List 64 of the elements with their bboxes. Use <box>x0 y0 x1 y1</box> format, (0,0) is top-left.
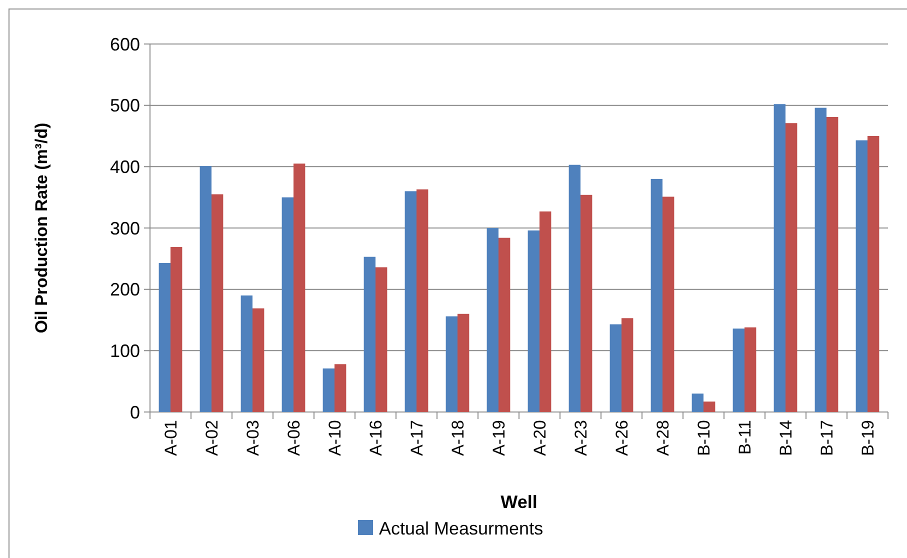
bar <box>662 196 674 412</box>
x-tick-label: A-17 <box>408 420 426 456</box>
bar <box>364 256 376 412</box>
bar <box>704 402 716 412</box>
x-tick-label: A-10 <box>326 420 344 456</box>
y-axis-title: Oil Production Rate (m³/d) <box>32 122 51 334</box>
bar <box>252 308 264 412</box>
bar <box>294 164 306 412</box>
bar <box>322 368 334 412</box>
bar <box>446 316 458 412</box>
bar <box>814 108 826 412</box>
y-tick-label: 600 <box>110 34 140 54</box>
bar <box>170 247 182 412</box>
x-tick-label: B-11 <box>736 420 754 455</box>
y-tick-label: 100 <box>110 340 140 361</box>
bar <box>692 394 704 412</box>
bar <box>622 318 634 412</box>
bar <box>416 189 428 412</box>
x-tick-label: A-26 <box>612 420 632 456</box>
x-tick-label: A-01 <box>162 420 180 456</box>
bar <box>282 197 294 412</box>
bar <box>528 230 540 412</box>
bar <box>376 267 388 412</box>
x-tick-label: B-17 <box>818 420 836 456</box>
bar <box>610 324 622 412</box>
x-tick-label: B-10 <box>694 420 714 456</box>
bar <box>744 327 756 412</box>
x-axis-title: Well <box>500 492 538 512</box>
bar <box>580 194 592 412</box>
bar <box>404 191 416 412</box>
bar <box>650 178 662 412</box>
x-tick-label: A-20 <box>530 420 550 456</box>
y-tick-label: 200 <box>110 280 140 300</box>
bar <box>486 228 498 412</box>
bar <box>540 211 552 412</box>
x-tick-label: A-19 <box>490 420 508 456</box>
bar <box>568 164 580 412</box>
x-tick-label: A-28 <box>654 420 672 456</box>
bar <box>732 328 744 412</box>
bar <box>200 166 212 412</box>
bar <box>774 104 786 412</box>
bar <box>498 238 510 412</box>
y-tick-label: 500 <box>110 96 140 116</box>
bar <box>240 295 252 412</box>
bar <box>786 123 798 412</box>
x-tick-label: A-18 <box>448 420 468 456</box>
bar <box>158 262 170 412</box>
bar <box>334 364 346 412</box>
x-tick-label: A-16 <box>366 420 386 456</box>
bar <box>826 116 838 412</box>
x-tick-label: A-03 <box>244 420 262 456</box>
x-tick-label: A-23 <box>572 420 590 456</box>
x-tick-label: B-19 <box>858 420 878 456</box>
y-tick-label: 300 <box>110 218 140 238</box>
x-tick-label: A-02 <box>202 420 222 456</box>
x-tick-label: B-14 <box>776 420 796 456</box>
legend-label: Actual Measurments <box>379 518 544 538</box>
bar <box>868 136 880 412</box>
x-tick-label: A-06 <box>284 420 304 456</box>
bar <box>458 314 470 412</box>
y-tick-label: 0 <box>130 402 140 422</box>
bar <box>856 140 868 412</box>
bar <box>212 194 224 412</box>
y-tick-label: 400 <box>110 156 140 177</box>
